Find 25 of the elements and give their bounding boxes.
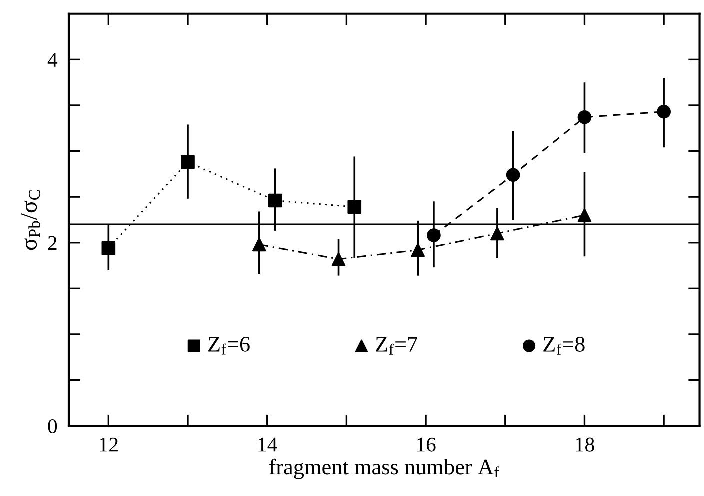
x-tick-label: 16 [417,438,436,452]
point [181,155,195,170]
point [102,241,116,256]
y-tick-label: 4 [48,53,58,67]
point [427,228,441,242]
legend-label: Z$_{f}$=6 [208,336,250,355]
point [578,110,592,124]
point [578,208,592,222]
point [348,200,362,214]
legend-label: Z$_{f}$=8 [544,336,585,355]
y-tick-label: 0 [48,419,58,434]
point [506,168,520,182]
point [411,243,426,258]
point [252,238,266,252]
point [657,104,671,119]
x-tick-label: 18 [576,438,594,452]
x-axis-title: fragment mass number A$_{f}$ [269,458,500,480]
legend-label: Z$_{f}$=7 [376,337,418,355]
y-tick-label: 2 [48,236,57,250]
point [268,194,282,208]
x-tick-label: 12 [100,438,118,452]
x-tick-label: 14 [258,438,278,452]
point [332,252,346,266]
point [490,226,504,241]
y-axis-title: σ$_{Pb}$/σ$_{C}$ [21,190,40,250]
